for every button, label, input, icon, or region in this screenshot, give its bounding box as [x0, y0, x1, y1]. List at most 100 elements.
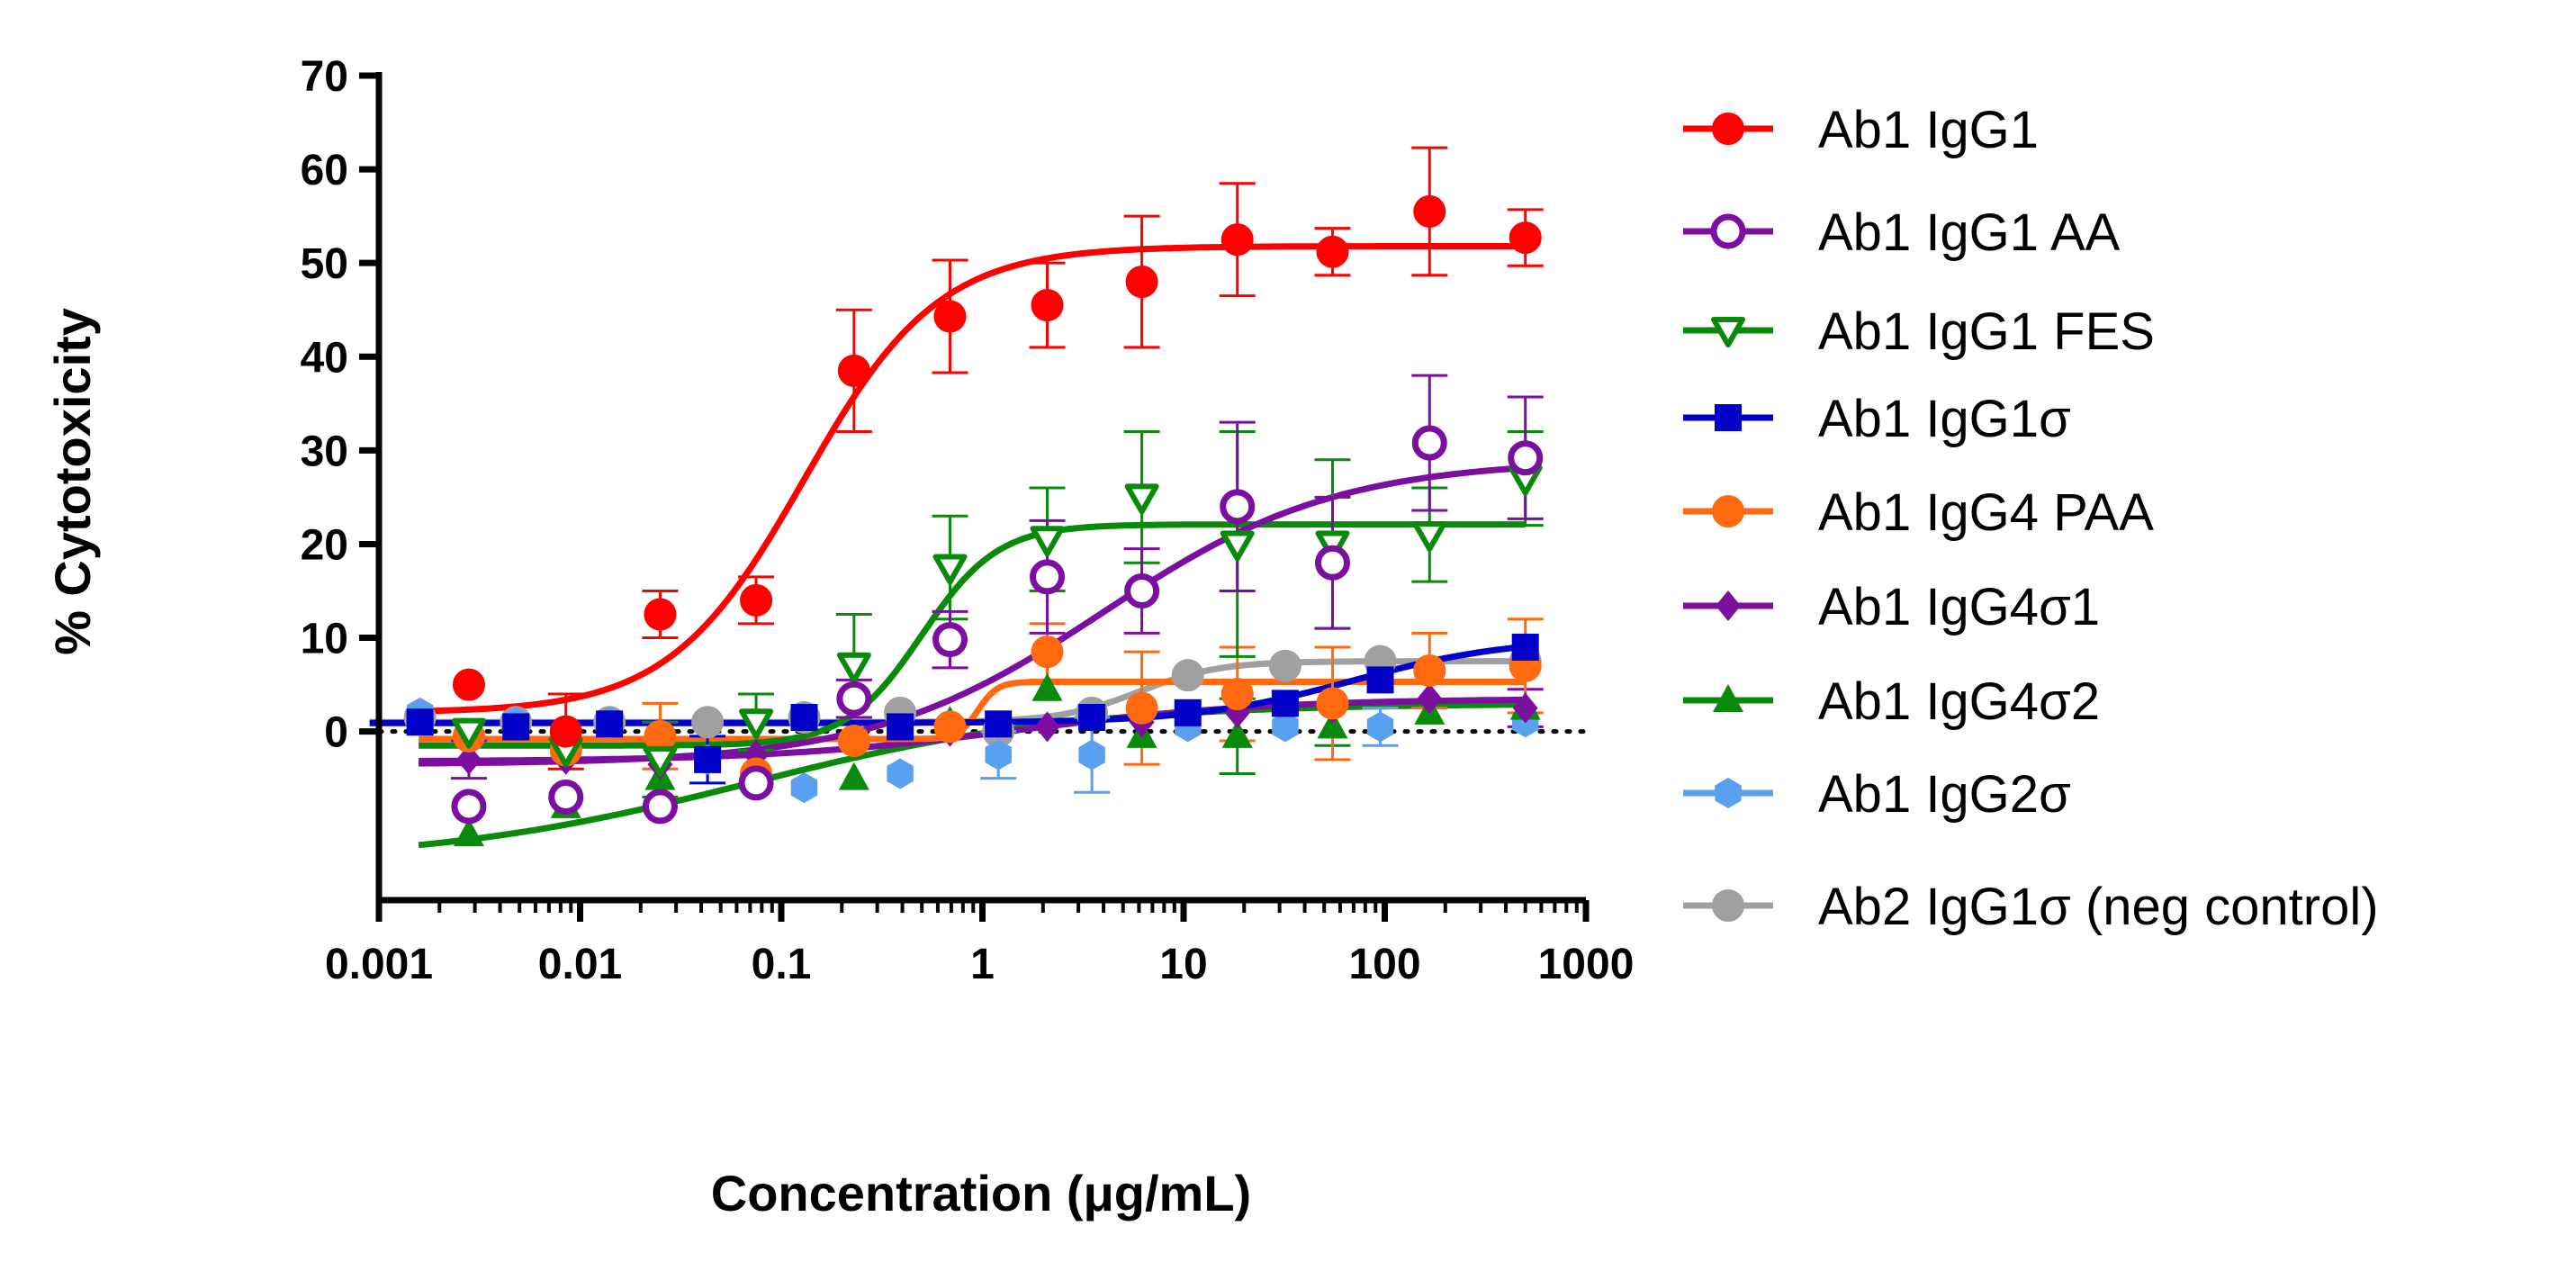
- data-point-ab1-igg1-fes: [836, 652, 871, 683]
- y-tick-label: 0: [324, 709, 348, 757]
- data-point-ab1-igg4-2: [1031, 672, 1063, 701]
- data-point-ab2-igg1-neg-control: [691, 706, 725, 739]
- y-tick-label: 20: [301, 521, 348, 569]
- data-point-ab1-igg2: [1272, 711, 1299, 743]
- data-point-ab1-igg1-fes: [1412, 521, 1447, 553]
- data-point-ab1-igg1-aa: [1314, 545, 1350, 581]
- legend-item: Ab1 IgG1 FES: [1683, 302, 2155, 361]
- y-tick-label: 40: [301, 334, 348, 382]
- data-point-ab1-igg4-paa: [1031, 636, 1064, 669]
- data-point-ab1-igg1: [1271, 690, 1299, 717]
- fit-curve-ab1-igg1: [418, 243, 1526, 715]
- data-point-ab1-igg1: [1509, 221, 1542, 255]
- data-point-ab1-igg4-1: [1417, 683, 1443, 715]
- data-point-ab1-igg1-fes: [739, 708, 774, 740]
- x-tick-label: 0.001: [325, 941, 433, 988]
- data-point-ab1-igg1: [933, 300, 967, 333]
- data-point-ab1-igg1-fes: [1030, 526, 1065, 557]
- data-point-ab1-igg1: [985, 710, 1013, 738]
- data-point-ab1-igg4-paa: [1413, 654, 1446, 687]
- data-point-ab1-igg1-aa: [548, 780, 584, 815]
- data-point-ab1-igg1-aa: [642, 789, 678, 825]
- fit-curve-ab1-igg1-aa: [419, 464, 1526, 767]
- data-point-ab1-igg1: [452, 668, 485, 701]
- legend-marker: [1710, 213, 1746, 249]
- data-point-ab1-igg1: [1220, 223, 1254, 257]
- data-point-ab1-igg1: [837, 354, 870, 387]
- y-tick-label: 70: [301, 53, 348, 101]
- legend-marker: [1715, 778, 1742, 808]
- data-point-ab1-igg2: [985, 739, 1012, 771]
- data-point-ab1-igg1: [1174, 699, 1202, 726]
- data-point-ab1-igg1-fes: [1124, 483, 1159, 515]
- data-point-ab1-igg4-paa: [933, 710, 967, 744]
- axes-group: 0 10 20 30 40 50 60 70 0.001 0.01 0.1 1 10 100 1000: [301, 53, 1635, 988]
- data-points-group: [403, 194, 1544, 847]
- y-tick-label: 30: [301, 428, 348, 475]
- data-point-ab1-igg1-aa: [451, 789, 487, 825]
- legend-marker: [1712, 113, 1744, 145]
- legend-marker: [1713, 684, 1743, 712]
- data-point-ab1-igg4-1: [1512, 692, 1538, 724]
- data-point-ab1-igg2: [887, 758, 914, 789]
- data-point-ab1-igg1: [1316, 235, 1349, 268]
- data-point-ab1-igg1: [694, 745, 722, 773]
- data-point-ab1-igg1: [1125, 266, 1158, 298]
- data-point-ab1-igg1-aa: [1508, 440, 1544, 476]
- legend-label: Ab1 IgG1 AA: [1818, 203, 2121, 262]
- legend-label: Ab1 IgG1 FES: [1818, 302, 2155, 361]
- y-tick-label: 10: [301, 616, 348, 663]
- data-point-ab1-igg1: [1366, 666, 1394, 694]
- legend-item: Ab2 IgG1σ (neg control): [1683, 878, 2379, 936]
- data-point-ab1-igg4-2: [1317, 710, 1348, 739]
- data-point-ab1-igg1: [644, 598, 677, 631]
- legend-item: Ab1 IgG4σ2: [1683, 672, 2100, 731]
- data-point-ab1-igg2: [1078, 739, 1105, 771]
- data-point-ab1-igg4-1: [455, 744, 482, 775]
- legend-label: Ab1 IgG2σ: [1818, 765, 2071, 824]
- data-point-ab1-igg1: [549, 715, 582, 748]
- fit-curve-ab1-igg1-fes: [419, 521, 1526, 749]
- data-point-ab1-igg4-paa: [1220, 678, 1254, 710]
- legend-item: Ab1 IgG4σ1: [1683, 578, 2100, 636]
- data-point-ab1-igg2: [790, 772, 818, 804]
- legend-item: Ab1 IgG1σ: [1683, 390, 2071, 448]
- data-point-ab1-igg2: [1366, 711, 1394, 743]
- x-tick-label: 1: [970, 941, 995, 988]
- legend-label: Ab1 IgG4σ2: [1818, 672, 2100, 731]
- legend-label: Ab1 IgG4σ1: [1818, 578, 2100, 636]
- data-point-ab1-igg1: [596, 710, 624, 738]
- data-point-ab1-igg1: [740, 583, 773, 617]
- data-point-ab1-igg4-2: [453, 818, 484, 847]
- legend-marker: [1716, 590, 1741, 621]
- legend-item: Ab1 IgG4 PAA: [1683, 483, 2154, 542]
- x-tick-label: 100: [1348, 941, 1420, 988]
- data-point-ab1-igg1: [406, 708, 434, 736]
- data-point-ab1-igg1-aa: [1411, 425, 1447, 461]
- x-tick-label: 10: [1159, 941, 1207, 988]
- legend-label: Ab1 IgG1: [1818, 101, 2039, 159]
- data-point-ab1-igg1-aa: [932, 622, 968, 658]
- data-point-ab2-igg1-neg-control: [1268, 649, 1302, 682]
- y-tick-label: 60: [301, 147, 348, 194]
- x-axis-title: Concentration (μg/mL): [711, 1165, 1251, 1221]
- legend-item: Ab1 IgG1 AA: [1683, 203, 2121, 262]
- legend-item: Ab1 IgG2σ: [1683, 765, 2071, 824]
- data-point-ab1-igg1: [1078, 704, 1106, 732]
- fit-curves-group: [369, 243, 1527, 849]
- data-point-ab1-igg4-paa: [837, 725, 870, 758]
- data-point-ab1-igg4-paa: [1316, 687, 1349, 720]
- legend-label: Ab1 IgG1σ: [1818, 390, 2071, 448]
- data-point-ab1-igg1-aa: [1220, 489, 1256, 525]
- data-point-ab1-igg1-fes: [643, 745, 678, 777]
- x-tick-label: 0.01: [538, 941, 622, 988]
- legend-marker: [1715, 404, 1742, 431]
- data-point-ab2-igg1-neg-control: [1171, 659, 1204, 692]
- x-tick-label: 0.1: [752, 941, 812, 988]
- data-point-ab1-igg1: [790, 704, 818, 732]
- data-point-ab1-igg1-aa: [1124, 573, 1160, 608]
- data-point-ab1-igg4-2: [838, 762, 869, 790]
- data-point-ab1-igg4-1: [1034, 711, 1060, 743]
